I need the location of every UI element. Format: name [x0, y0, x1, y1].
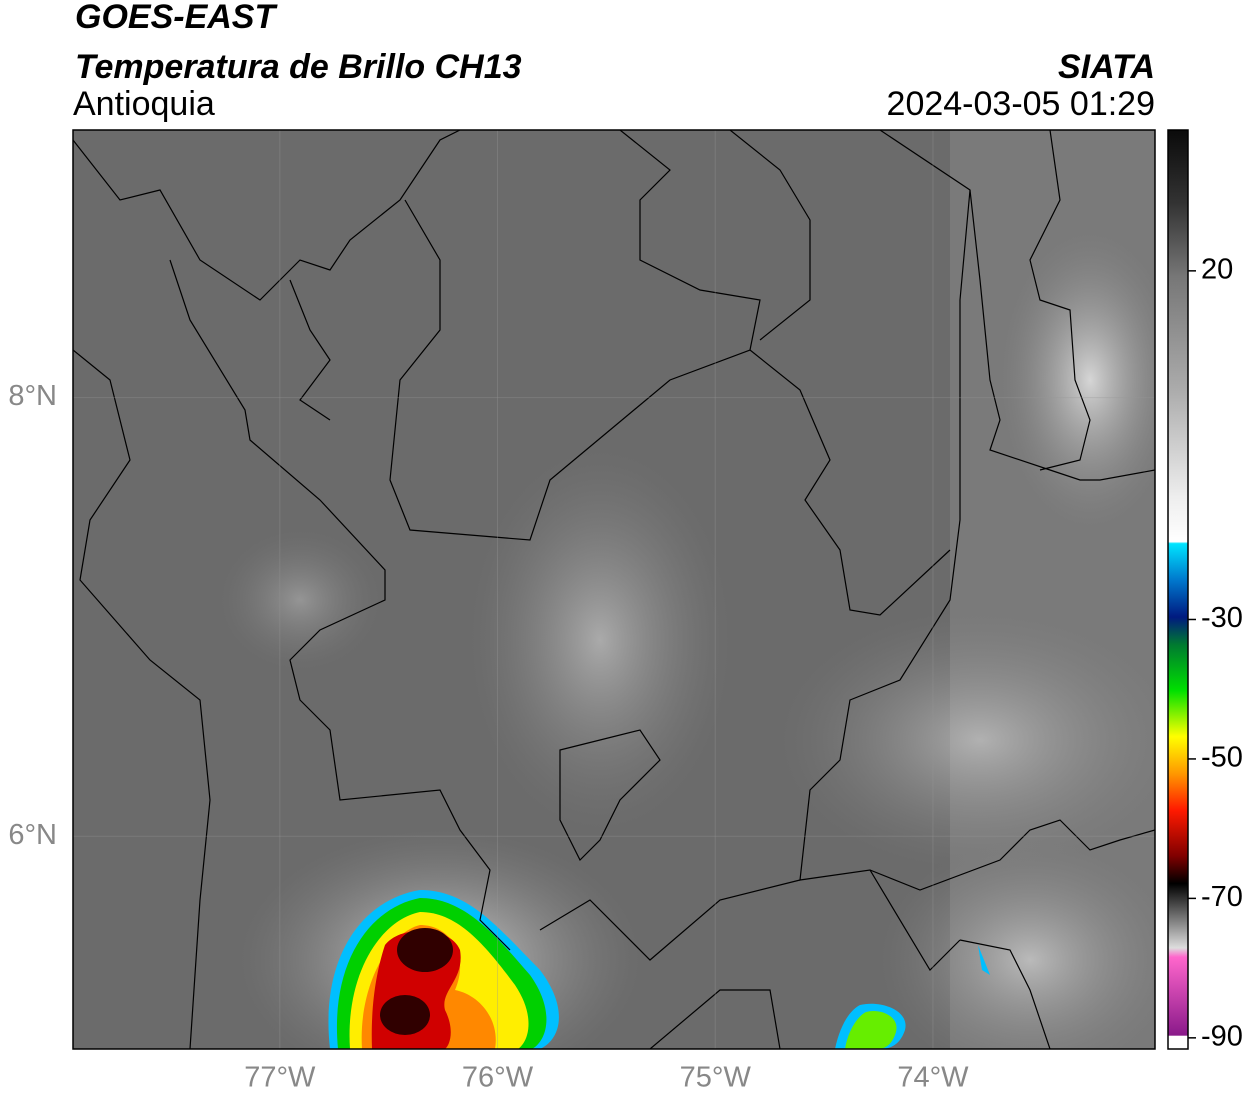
- colorbar: [1167, 129, 1189, 1050]
- colorbar-tick-label: 20: [1201, 254, 1233, 286]
- x-tick-label: 75°W: [680, 1062, 752, 1094]
- source: SIATA: [1058, 48, 1155, 86]
- satellite-image: [73, 130, 1155, 1049]
- colorbar-tick-label: -70: [1201, 881, 1243, 913]
- subtitle: Temperatura de Brillo CH13: [75, 48, 522, 86]
- region: Antioquia: [73, 85, 215, 123]
- colorbar-tick-label: -50: [1201, 742, 1243, 774]
- datetime: 2024-03-05 01:29: [887, 85, 1155, 123]
- x-tick-label: 74°W: [897, 1062, 969, 1094]
- map-frame: [72, 129, 1156, 1050]
- x-tick-label: 77°W: [244, 1062, 316, 1094]
- y-tick-label: 8°N: [8, 380, 57, 412]
- colorbar-tick-label: -90: [1201, 1021, 1243, 1053]
- y-tick-label: 6°N: [8, 819, 57, 851]
- colorbar-tick-label: -30: [1201, 602, 1243, 634]
- grid: [73, 130, 1155, 1049]
- title: GOES-EAST: [75, 0, 278, 36]
- x-tick-label: 76°W: [462, 1062, 534, 1094]
